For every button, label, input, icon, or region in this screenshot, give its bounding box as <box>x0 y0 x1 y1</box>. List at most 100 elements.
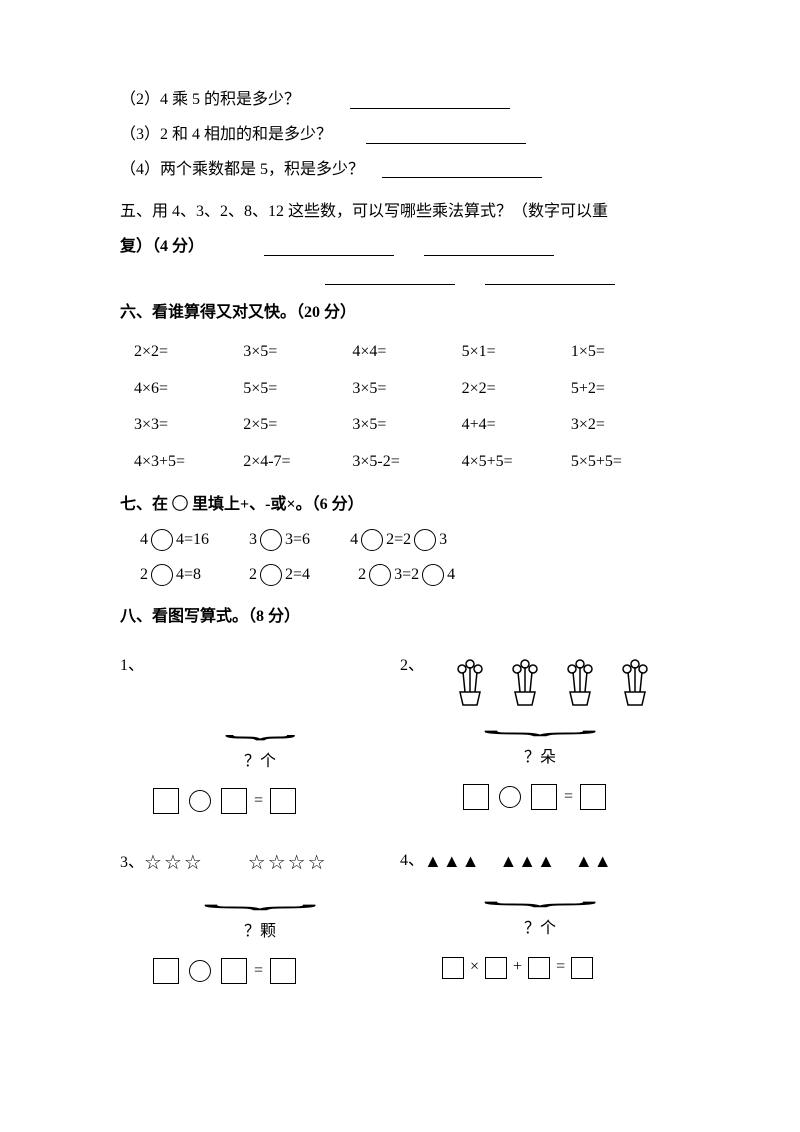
q5-title: 五、用 4、3、2、8、12 这些数，可以写哪些乘法算式？（数字可以重 <box>120 198 680 227</box>
num: 4=16 <box>176 526 209 555</box>
circle-blank <box>151 564 173 586</box>
q5-title2: 复）（4 分） <box>120 233 204 262</box>
square-blank <box>153 958 179 984</box>
q7-title: 七、在 ◯ 里填上+、-或×。（6 分） <box>120 491 680 520</box>
equals: = <box>254 962 263 979</box>
square-blank <box>531 784 557 810</box>
times: × <box>470 958 479 975</box>
q4-item2-text: （2）4 乘 5 的积是多少？ <box>120 86 300 115</box>
equals: = <box>564 788 573 805</box>
math-cell: 2×5= <box>243 411 352 440</box>
square-blank <box>528 957 550 979</box>
math-cell: 2×2= <box>462 375 571 404</box>
q8-p3-num: 3、 <box>120 849 144 878</box>
math-cell: 4×5+5= <box>462 448 571 477</box>
square-blank <box>270 788 296 814</box>
equals: = <box>254 792 263 809</box>
q8-p2: 2、 ⏟ ？朵 = <box>400 652 680 815</box>
flower-pot-icon <box>445 652 495 707</box>
num: 3=6 <box>285 526 310 555</box>
q7-row1: 4 4=16 3 3=6 4 2=2 3 <box>140 526 680 555</box>
math-cell: 5×1= <box>462 338 571 367</box>
math-cell: 3×5= <box>352 411 461 440</box>
blank <box>485 268 615 285</box>
q8-p4: 4、 ▲▲▲ ▲▲▲ ▲▲ ⏟ ？个 × + = <box>400 845 680 985</box>
circle-blank <box>189 790 211 812</box>
num: 4 <box>140 526 148 555</box>
math-cell: 3×5-2= <box>352 448 461 477</box>
circle-blank <box>189 960 211 982</box>
q5: 五、用 4、3、2、8、12 这些数，可以写哪些乘法算式？（数字可以重 复）（4… <box>120 198 680 285</box>
math-cell: 5×5= <box>243 375 352 404</box>
math-cell: 5×5+5= <box>571 448 680 477</box>
math-row: 2×2= 3×5= 4×4= 5×1= 1×5= <box>134 338 680 367</box>
square-blank <box>463 784 489 810</box>
num: 2 <box>249 561 257 590</box>
triangles-icon: ▲▲▲ ▲▲▲ ▲▲ <box>424 845 613 877</box>
num: 2=4 <box>285 561 310 590</box>
blank <box>382 161 542 178</box>
num: 2 <box>358 561 366 590</box>
math-cell: 5+2= <box>571 375 680 404</box>
circle-blank <box>361 529 383 551</box>
math-cell: 2×2= <box>134 338 243 367</box>
math-cell: 2×4-7= <box>243 448 352 477</box>
blank <box>350 92 510 109</box>
num: 4 <box>350 526 358 555</box>
q8-p1-num: 1、 <box>120 657 144 674</box>
flower-pot-icon <box>610 652 660 707</box>
q6-title: 六、看谁算得又对又快。（20 分） <box>120 299 680 328</box>
flower-pot-icon <box>555 652 605 707</box>
q4-item2: （2）4 乘 5 的积是多少？ <box>120 86 680 115</box>
math-row: 3×3= 2×5= 3×5= 4+4= 3×2= <box>134 411 680 440</box>
q8-p1-label: ？个 <box>120 748 400 777</box>
blank <box>424 239 554 256</box>
brace-icon: ⏟ <box>482 887 597 899</box>
q8-p4-num: 4、 <box>400 847 424 876</box>
square-blank <box>153 788 179 814</box>
circle-blank <box>499 786 521 808</box>
num: 4=8 <box>176 561 201 590</box>
brace-icon: ⏟ <box>482 716 597 728</box>
q8-p4-label: ？个 <box>400 915 680 944</box>
blank <box>264 239 394 256</box>
circle-blank <box>260 529 282 551</box>
q4-item4-text: （4）两个乘数都是 5，积是多少？ <box>120 156 364 185</box>
q8-p3-label: ？颗 <box>120 918 400 947</box>
circle-blank <box>369 564 391 586</box>
square-blank <box>270 958 296 984</box>
circle-blank <box>414 529 436 551</box>
flower-pot-icon <box>500 652 550 707</box>
q4-item3: （3）2 和 4 相加的和是多少？ <box>120 121 680 150</box>
math-cell: 3×5= <box>352 375 461 404</box>
q8-title: 八、看图写算式。（8 分） <box>120 603 680 632</box>
math-cell: 1×5= <box>571 338 680 367</box>
square-blank <box>442 957 464 979</box>
square-blank <box>221 788 247 814</box>
equals: = <box>556 958 565 975</box>
q6: 六、看谁算得又对又快。（20 分） 2×2= 3×5= 4×4= 5×1= 1×… <box>120 299 680 477</box>
circle-blank <box>260 564 282 586</box>
q7-row2: 2 4=8 2 2=4 2 3=2 4 <box>140 561 680 590</box>
square-blank <box>571 957 593 979</box>
math-cell: 4×6= <box>134 375 243 404</box>
square-blank <box>221 958 247 984</box>
math-cell: 4×4= <box>352 338 461 367</box>
q8-p1: 1、 ⏟ ？个 = <box>120 652 400 815</box>
num: 3=2 <box>394 561 419 590</box>
square-blank <box>580 784 606 810</box>
math-row: 4×3+5= 2×4-7= 3×5-2= 4×5+5= 5×5+5= <box>134 448 680 477</box>
num: 4 <box>447 561 455 590</box>
q4-item4: （4）两个乘数都是 5，积是多少？ <box>120 156 680 185</box>
circle-blank <box>422 564 444 586</box>
math-cell: 3×2= <box>571 411 680 440</box>
num: 2=2 <box>386 526 411 555</box>
plus: + <box>513 958 522 975</box>
math-row: 4×6= 5×5= 3×5= 2×2= 5+2= <box>134 375 680 404</box>
q7: 七、在 ◯ 里填上+、-或×。（6 分） 4 4=16 3 3=6 4 2=2 … <box>120 491 680 589</box>
q8-p3: 3、 ☆☆☆ ☆☆☆☆ ⏟ ？颗 = <box>120 845 400 985</box>
math-cell: 3×5= <box>243 338 352 367</box>
q4-item3-text: （3）2 和 4 相加的和是多少？ <box>120 121 332 150</box>
blank <box>325 268 455 285</box>
blank <box>366 127 526 144</box>
